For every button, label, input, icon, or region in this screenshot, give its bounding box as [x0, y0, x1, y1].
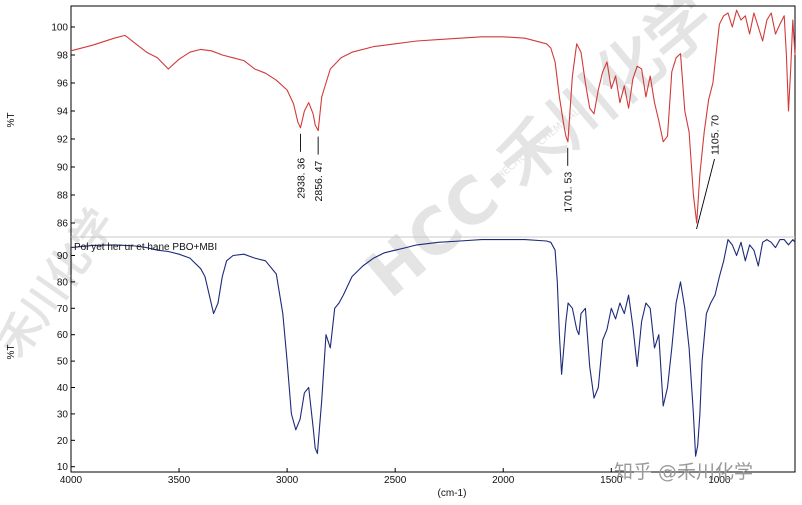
series-layer — [70, 9, 796, 457]
y-axis-label-bottom: %T — [6, 345, 17, 360]
x-tick-label: 1500 — [600, 475, 623, 486]
y-tick-label: 90 — [57, 163, 69, 174]
watermark-layer: HCC·禾川化学 HECHUAN CHEMICAL 禾川化学 — [0, 0, 728, 366]
y-tick-label: 96 — [57, 79, 69, 90]
y-tick-label: 88 — [57, 191, 69, 202]
x-tick-label: 3000 — [276, 475, 299, 486]
y-tick-label: 90 — [57, 251, 69, 262]
watermark-logo-text: HCC·禾川化学 — [353, 0, 728, 312]
x-tick-label: 4000 — [60, 475, 83, 486]
y-tick-label: 70 — [57, 304, 69, 315]
spectrum-line-top — [70, 9, 796, 224]
y-tick-label: 94 — [57, 107, 69, 118]
x-tick-label: 2500 — [384, 475, 407, 486]
y-tick-label: 86 — [57, 219, 69, 230]
plot-frame — [70, 5, 796, 473]
y-axis-label-top: %T — [6, 113, 17, 128]
brand-watermark: 知乎 @禾川化学 — [614, 461, 753, 483]
y-tick-label: 10 — [57, 462, 69, 473]
y-tick-label: 100 — [51, 23, 68, 34]
y-tick-label: 98 — [57, 51, 69, 62]
peak-label: 1105. 70 — [710, 115, 722, 155]
peak-label: 2938. 36 — [295, 158, 307, 199]
x-tick-label: 2000 — [492, 475, 515, 486]
spectrum-line-bottom — [70, 239, 796, 457]
peak-label: 2856. 47 — [313, 160, 325, 201]
y-tick-label: 30 — [57, 409, 69, 420]
x-axis: 4000 3500 3000 2500 2000 1500 1000 — [60, 468, 731, 486]
y-tick-label: 20 — [57, 436, 69, 447]
peak-leader-line — [696, 158, 715, 230]
y-tick-label: 40 — [57, 383, 69, 394]
y-tick-label: 80 — [57, 277, 69, 288]
y-axis-top: 86 88 90 92 94 96 98 100 — [51, 23, 75, 230]
annotation-layer: 2938. 36 2856. 47 1701. 53 1105. 70 — [295, 115, 722, 230]
bottom-panel-header: Pol yet her ur et hane PBO+MBI — [74, 242, 217, 253]
y-tick-label: 50 — [57, 357, 69, 368]
y-tick-label: 92 — [57, 135, 69, 146]
y-tick-label: 60 — [57, 330, 69, 341]
x-tick-label: 1000 — [708, 475, 731, 486]
peak-label: 1701. 53 — [563, 172, 575, 213]
x-tick-label: 3500 — [168, 475, 191, 486]
x-axis-label: (cm-1) — [438, 488, 467, 499]
y-axis-bottom: 10 20 30 40 50 60 70 80 90 — [57, 251, 75, 473]
